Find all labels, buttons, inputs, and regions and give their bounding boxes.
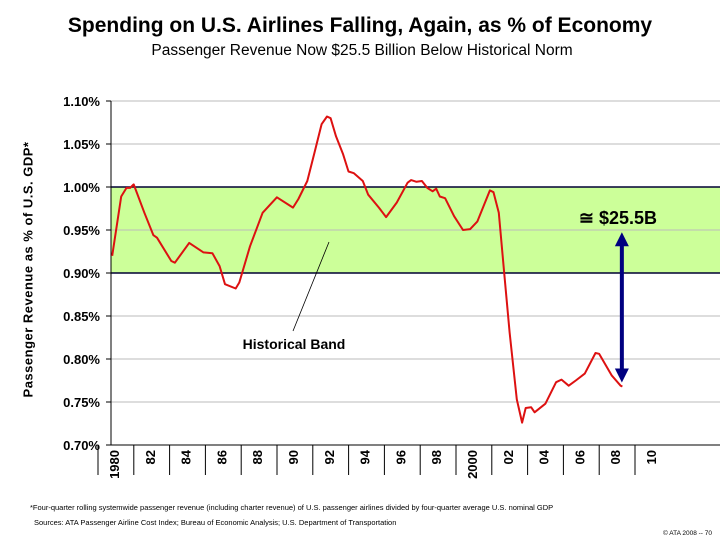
band-label-leader <box>292 241 330 332</box>
x-tick-label: 04 <box>537 449 552 464</box>
x-tick-label: 90 <box>286 450 301 464</box>
x-tick-label: 88 <box>250 450 265 464</box>
y-tick-label: 0.75% <box>63 395 100 410</box>
x-tick-label: 96 <box>393 450 408 464</box>
y-tick-label: 0.85% <box>63 309 100 324</box>
x-tick-label: 82 <box>143 450 158 464</box>
band-label: Historical Band <box>243 336 346 352</box>
y-tick-label: 0.95% <box>63 223 100 238</box>
y-tick-label: 1.00% <box>63 180 100 195</box>
gap-label: ≅ $25.5B <box>579 208 657 228</box>
y-tick-label: 1.05% <box>63 137 100 152</box>
gap-arrow-head-down <box>614 368 629 383</box>
y-tick-label: 0.70% <box>63 438 100 453</box>
chart-title: Spending on U.S. Airlines Falling, Again… <box>67 14 653 37</box>
copyright: © ATA 2008 -- 70 <box>663 530 712 537</box>
footnote-definition: *Four-quarter rolling systemwide passeng… <box>30 503 554 512</box>
gap-arrow-head-up <box>614 232 629 247</box>
x-tick-label: 86 <box>214 450 229 464</box>
x-tick-label: 08 <box>608 450 623 464</box>
data-series-line <box>111 115 623 424</box>
x-tick-label: 94 <box>358 449 373 464</box>
x-tick-label: 06 <box>572 450 587 464</box>
footnote-sources: Sources: ATA Passenger Airline Cost Inde… <box>34 518 397 527</box>
y-tick-label: 1.10% <box>63 94 100 109</box>
x-tick-label: 1980 <box>107 450 122 479</box>
x-tick-label: 02 <box>501 450 516 464</box>
x-tick-label: 2000 <box>465 450 480 479</box>
y-tick-label: 0.80% <box>63 352 100 367</box>
x-tick-label: 10 <box>644 450 659 464</box>
chart-subtitle: Passenger Revenue Now $25.5 Billion Belo… <box>151 42 573 59</box>
x-tick-label: 98 <box>429 450 444 464</box>
x-tick-label: 84 <box>179 449 194 464</box>
y-tick-label: 0.90% <box>63 266 100 281</box>
x-tick-label: 92 <box>322 450 337 464</box>
